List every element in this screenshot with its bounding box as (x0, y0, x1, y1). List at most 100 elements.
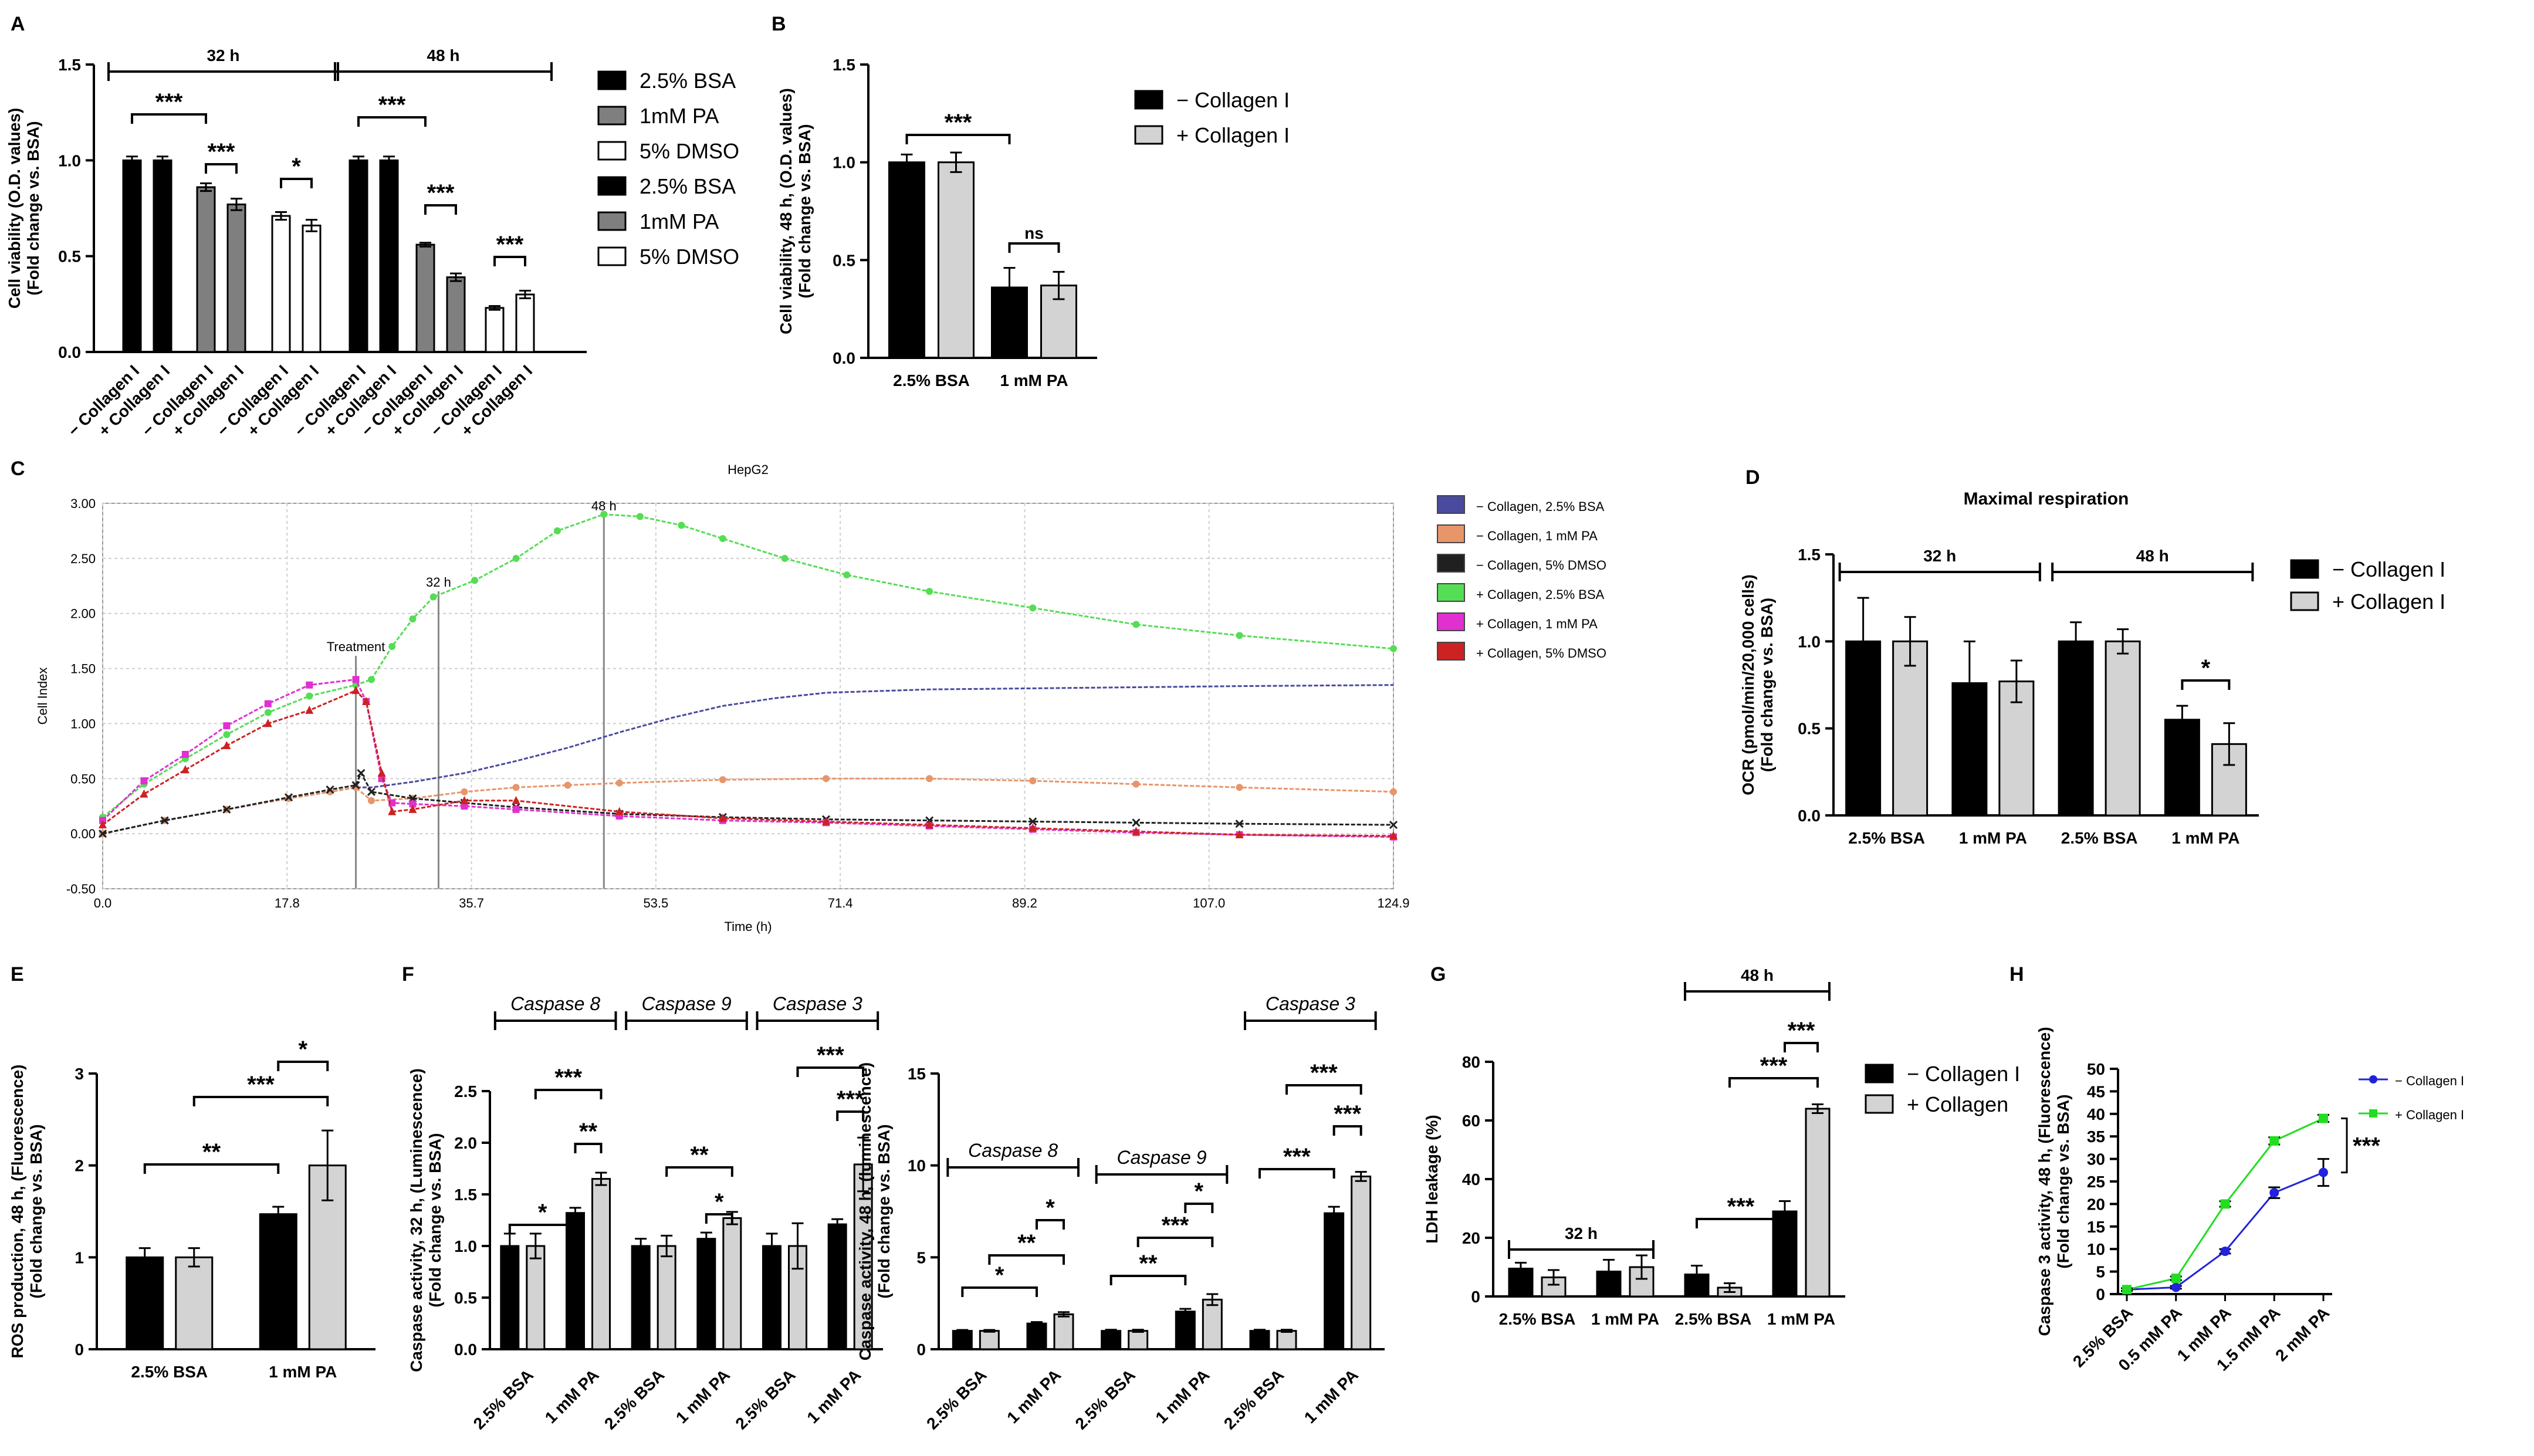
C-point (98, 829, 107, 838)
A-bar (226, 203, 246, 353)
C-point (284, 793, 293, 802)
F2-significance-bracket (1184, 1203, 1214, 1213)
E-y-label: (Fold change vs. BSA) (27, 1124, 45, 1298)
C-y-tick-label: 0.00 (70, 827, 96, 841)
A-error-bar (353, 155, 364, 165)
F1-bar (526, 1245, 546, 1350)
A-y-tick-label: 1.5 (58, 56, 81, 74)
F2-error-bar (1058, 1311, 1070, 1318)
F2-y-label: (Fold change vs. BSA) (875, 1124, 893, 1298)
B-legend-swatch (1134, 125, 1163, 145)
F2-significance-label: ** (1139, 1251, 1158, 1276)
G-legend-label: − Collagen I (1907, 1062, 2020, 1086)
C-x-tick-label: 17.8 (275, 896, 300, 910)
F2-significance-label: * (1195, 1179, 1204, 1204)
F2-error-bar (1179, 1308, 1192, 1315)
B-error-bar (901, 153, 913, 171)
C-x-tick-label: 89.2 (1012, 896, 1037, 910)
C-point (326, 785, 334, 794)
B-y-label: Cell viability, 48 h, (O.D. values) (777, 88, 795, 334)
A-group-label: 48 h (427, 46, 459, 65)
C-point (181, 765, 190, 774)
A-legend-swatch (597, 246, 627, 266)
F1-x-tick-label: 2.5% BSA (601, 1366, 668, 1433)
F1-significance-bracket (665, 1166, 733, 1177)
C-point (140, 789, 148, 798)
C-x-tick-label: 107.0 (1193, 896, 1225, 910)
B-y-tick-label: 0.0 (833, 349, 855, 367)
B-legend-label: − Collagen I (1176, 88, 1290, 112)
A-y-tick-label: 0.5 (58, 248, 81, 266)
F1-error-bar (661, 1234, 673, 1258)
A-error-bar (306, 219, 317, 232)
F1-y-tick-label: 2.5 (454, 1082, 477, 1101)
A-group-label: 32 h (207, 46, 239, 65)
D-group-label: 48 h (2136, 547, 2169, 565)
F1-y-tick-label: 2.0 (454, 1134, 477, 1152)
A-panel-label: A (11, 13, 25, 35)
C-legend-label: − Collagen, 1 mM PA (1476, 529, 1598, 543)
D-error-bar (1904, 616, 1916, 667)
C-point (263, 719, 272, 727)
C-point (140, 777, 148, 785)
F1-error-bar (569, 1207, 581, 1219)
F2-bar (1101, 1330, 1122, 1350)
H-legend-marker (2369, 1075, 2377, 1083)
C-point (512, 554, 520, 562)
E-error-bar (322, 1129, 334, 1201)
H-point (2171, 1282, 2181, 1292)
D-x-tick-label: 2.5% BSA (2061, 829, 2138, 847)
F2-y-tick-label: 15 (908, 1065, 926, 1083)
A-bar (515, 293, 535, 353)
C-x-tick-label: 124.9 (1377, 896, 1409, 910)
A-error-bar (200, 182, 212, 192)
C-point (554, 527, 561, 534)
H-x-tick-label: 2 mM PA (2272, 1303, 2333, 1364)
B-x-tick-label: 2.5% BSA (893, 371, 970, 390)
B-legend-swatch (1134, 90, 1163, 110)
C-point (357, 768, 366, 777)
A-significance-label: *** (208, 139, 235, 165)
B-panel-label: B (772, 13, 786, 35)
D-x-tick-label: 2.5% BSA (1848, 829, 1925, 847)
A-y-label: (Fold change vs. BSA) (24, 121, 42, 295)
C-legend-label: + Collagen, 2.5% BSA (1476, 587, 1605, 602)
F2-group-label: Caspase 9 (1117, 1147, 1207, 1168)
F1-significance-label: *** (837, 1086, 864, 1112)
F1-significance-bracket (534, 1089, 603, 1099)
C-point (1236, 784, 1243, 791)
F2-x-tick-label: 1 mM PA (1152, 1366, 1213, 1427)
A-significance-bracket (424, 204, 457, 215)
E-significance-label: * (298, 1037, 307, 1062)
B-error-bar (1003, 267, 1016, 308)
A-bar (349, 159, 368, 353)
B-error-bar (950, 151, 962, 173)
H-y-label: Caspase 3 activity, 48 h, (Fluorescence) (2035, 1027, 2053, 1336)
A-bar (302, 224, 322, 353)
A-y-tick-label: 0.0 (58, 343, 81, 361)
C-point (512, 805, 520, 813)
A-significance-bracket (205, 163, 238, 174)
C-point (409, 615, 417, 623)
D-error-bar (2070, 621, 2082, 662)
C-legend-swatch (1437, 583, 1465, 602)
C-y-tick-label: 3.00 (70, 496, 96, 511)
G-legend-label: + Collagen (1907, 1092, 2008, 1116)
B-y-label: (Fold change vs. BSA) (796, 124, 814, 298)
F1-error-bar (635, 1238, 647, 1254)
F1-error-bar (595, 1171, 607, 1186)
F2-error-bar (1254, 1329, 1266, 1333)
D-bar (2105, 640, 2141, 817)
G-y-tick-label: 80 (1462, 1053, 1480, 1071)
A-error-bar (231, 198, 242, 211)
C-point (222, 740, 231, 749)
F2-significance-label: *** (1283, 1144, 1311, 1170)
E-bar (126, 1256, 164, 1350)
G-significance-bracket (1728, 1077, 1819, 1088)
C-point (719, 535, 726, 543)
F2-significance-bracket (1258, 1168, 1335, 1179)
D-legend-swatch (2290, 559, 2319, 579)
F2-bar (1351, 1175, 1372, 1350)
D-bar (1998, 680, 2035, 817)
A-error-bar (419, 242, 431, 248)
